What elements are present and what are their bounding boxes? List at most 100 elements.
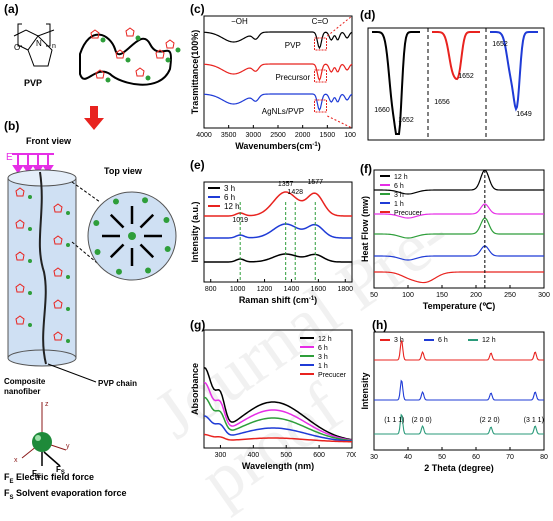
front-view-label: Front view	[26, 136, 72, 146]
uvvis-series-line	[203, 381, 353, 441]
silver-particle-icon	[163, 216, 170, 223]
svg-text:O: O	[14, 43, 20, 52]
nanofiber-label: nanofiber	[4, 387, 40, 396]
x-tick-label: 1000	[344, 132, 356, 139]
pyrrolidone-ring-icon	[165, 39, 175, 49]
pyrrolidone-ring-icon	[115, 49, 125, 59]
peak-label: 1652	[458, 73, 474, 80]
pyrrolidone-ring-icon	[90, 29, 100, 39]
silver-particle-icon	[105, 77, 111, 83]
silver-particle-icon	[66, 307, 70, 311]
zoom-connector	[327, 115, 353, 129]
uvvis-series-line	[203, 433, 353, 443]
e-field-label: E	[6, 152, 13, 163]
uvvis-chart: 300 400 500 600 700 Wavelength (nm) Absorbance…	[190, 329, 356, 471]
xrd-series-line	[374, 379, 544, 401]
pyrrolidone-ring-icon	[15, 187, 25, 197]
x-tick-label: 700	[346, 452, 356, 459]
x-tick-label: 4000	[196, 132, 212, 139]
y-axis-title: Heat Flow (mw)	[360, 196, 370, 262]
x-tick-label: 3000	[246, 132, 262, 139]
pyrrolidone-ring-icon	[125, 27, 135, 37]
xrd-series-line	[374, 339, 544, 361]
x-tick-label: 1400	[284, 286, 300, 293]
svg-text:FS: FS	[56, 465, 65, 476]
fe-subscript: E	[37, 474, 41, 480]
pvp-label: PVP	[24, 78, 42, 88]
pyrrolidone-ring-icon	[15, 251, 25, 261]
raman-series-line	[204, 191, 353, 217]
x-tick-label: 40	[404, 454, 412, 461]
x-tick-label: 150	[436, 292, 448, 299]
x-axis-label: x	[14, 457, 18, 464]
silver-particle-icon	[94, 249, 101, 256]
x-tick-label: 800	[205, 286, 217, 293]
silver-particle-icon	[142, 197, 149, 204]
legend-label: 6 h	[438, 337, 448, 344]
legend-label: 12 h	[394, 174, 408, 181]
pyrrolidone-ring-icon	[155, 49, 165, 59]
silver-particle-icon	[28, 323, 32, 327]
x-tick-label: 2500	[270, 132, 286, 139]
pyrrolidone-ring-icon	[15, 283, 25, 293]
pyrrolidone-ring-icon	[95, 69, 105, 79]
x-tick-label: 50	[438, 454, 446, 461]
silver-particle-icon	[115, 268, 122, 275]
fiber-schematic: Front view Top view E Composite nanofibe…	[4, 136, 177, 480]
pvp-n: n	[52, 43, 56, 50]
x-tick-label: 70	[506, 454, 514, 461]
x-tick-label: 60	[472, 454, 480, 461]
dsc-series-line	[373, 245, 544, 261]
silver-particle-icon	[100, 37, 106, 43]
x-axis-title: Raman shift (cm-1)	[239, 295, 317, 305]
evaporation-arrow-icon	[109, 243, 125, 259]
oh-annotation: −OH	[231, 17, 248, 26]
silver-particle-icon	[112, 198, 119, 205]
dsc-series-line	[373, 169, 544, 195]
ftir-chart: 4000 3500 3000 2500 2000 1500 1000 Wavenumbers(…	[190, 15, 356, 151]
silver-particle-icon	[145, 267, 152, 274]
label-c: (c)	[190, 2, 205, 16]
legend-label: 12 h	[482, 337, 496, 344]
x-tick-label: 300	[538, 292, 550, 299]
evaporation-arrow-icon	[139, 213, 155, 229]
x-tick-label: 50	[370, 292, 378, 299]
x-tick-label: 30	[370, 454, 378, 461]
silver-particle-icon	[128, 232, 136, 240]
uvvis-series-line	[203, 396, 353, 442]
peak-line	[489, 31, 538, 112]
peak-label: 1577	[307, 179, 323, 186]
x-tick-label: 300	[215, 452, 227, 459]
x-tick-label: 1800	[337, 286, 353, 293]
legend-label: Precucer	[394, 210, 423, 217]
legend-label: Precucer	[318, 372, 347, 379]
y-axis-title: Intensity	[360, 372, 370, 409]
y-axis-title: Intensity (a.u.)	[190, 201, 200, 262]
zoom-connector	[327, 15, 353, 37]
x-tick-label: 600	[313, 452, 325, 459]
x-tick-label: 1500	[320, 132, 336, 139]
x-tick-label: 3500	[221, 132, 237, 139]
pyrrolidone-ring-icon	[53, 299, 63, 309]
ftir-series-line	[203, 31, 353, 50]
y-axis-title: Trasmittance(100%)	[190, 30, 200, 115]
x-axis-title: Temperature (℃)	[423, 301, 495, 311]
x-tick-label: 1200	[257, 286, 273, 293]
legend-label: 3 h	[224, 184, 235, 193]
raman-series-line	[204, 223, 353, 239]
legend-label: 3 h	[394, 192, 404, 199]
svg-text:N: N	[36, 39, 42, 48]
label-f: (f)	[360, 162, 372, 176]
y-axis-label: y	[66, 443, 70, 450]
hkl-label: (3 1 1)	[524, 417, 544, 424]
x-tick-label: 400	[247, 452, 259, 459]
silver-particle-icon	[66, 243, 70, 247]
peak-line	[431, 31, 480, 81]
legend-label: 12 h	[318, 336, 332, 343]
x-tick-label: 2000	[295, 132, 311, 139]
pyrrolidone-ring-icon	[15, 219, 25, 229]
uvvis-series-line	[203, 366, 353, 441]
label-a: (a)	[4, 2, 19, 16]
top-view-label: Top view	[104, 166, 143, 176]
dsc-series-line	[373, 271, 544, 284]
